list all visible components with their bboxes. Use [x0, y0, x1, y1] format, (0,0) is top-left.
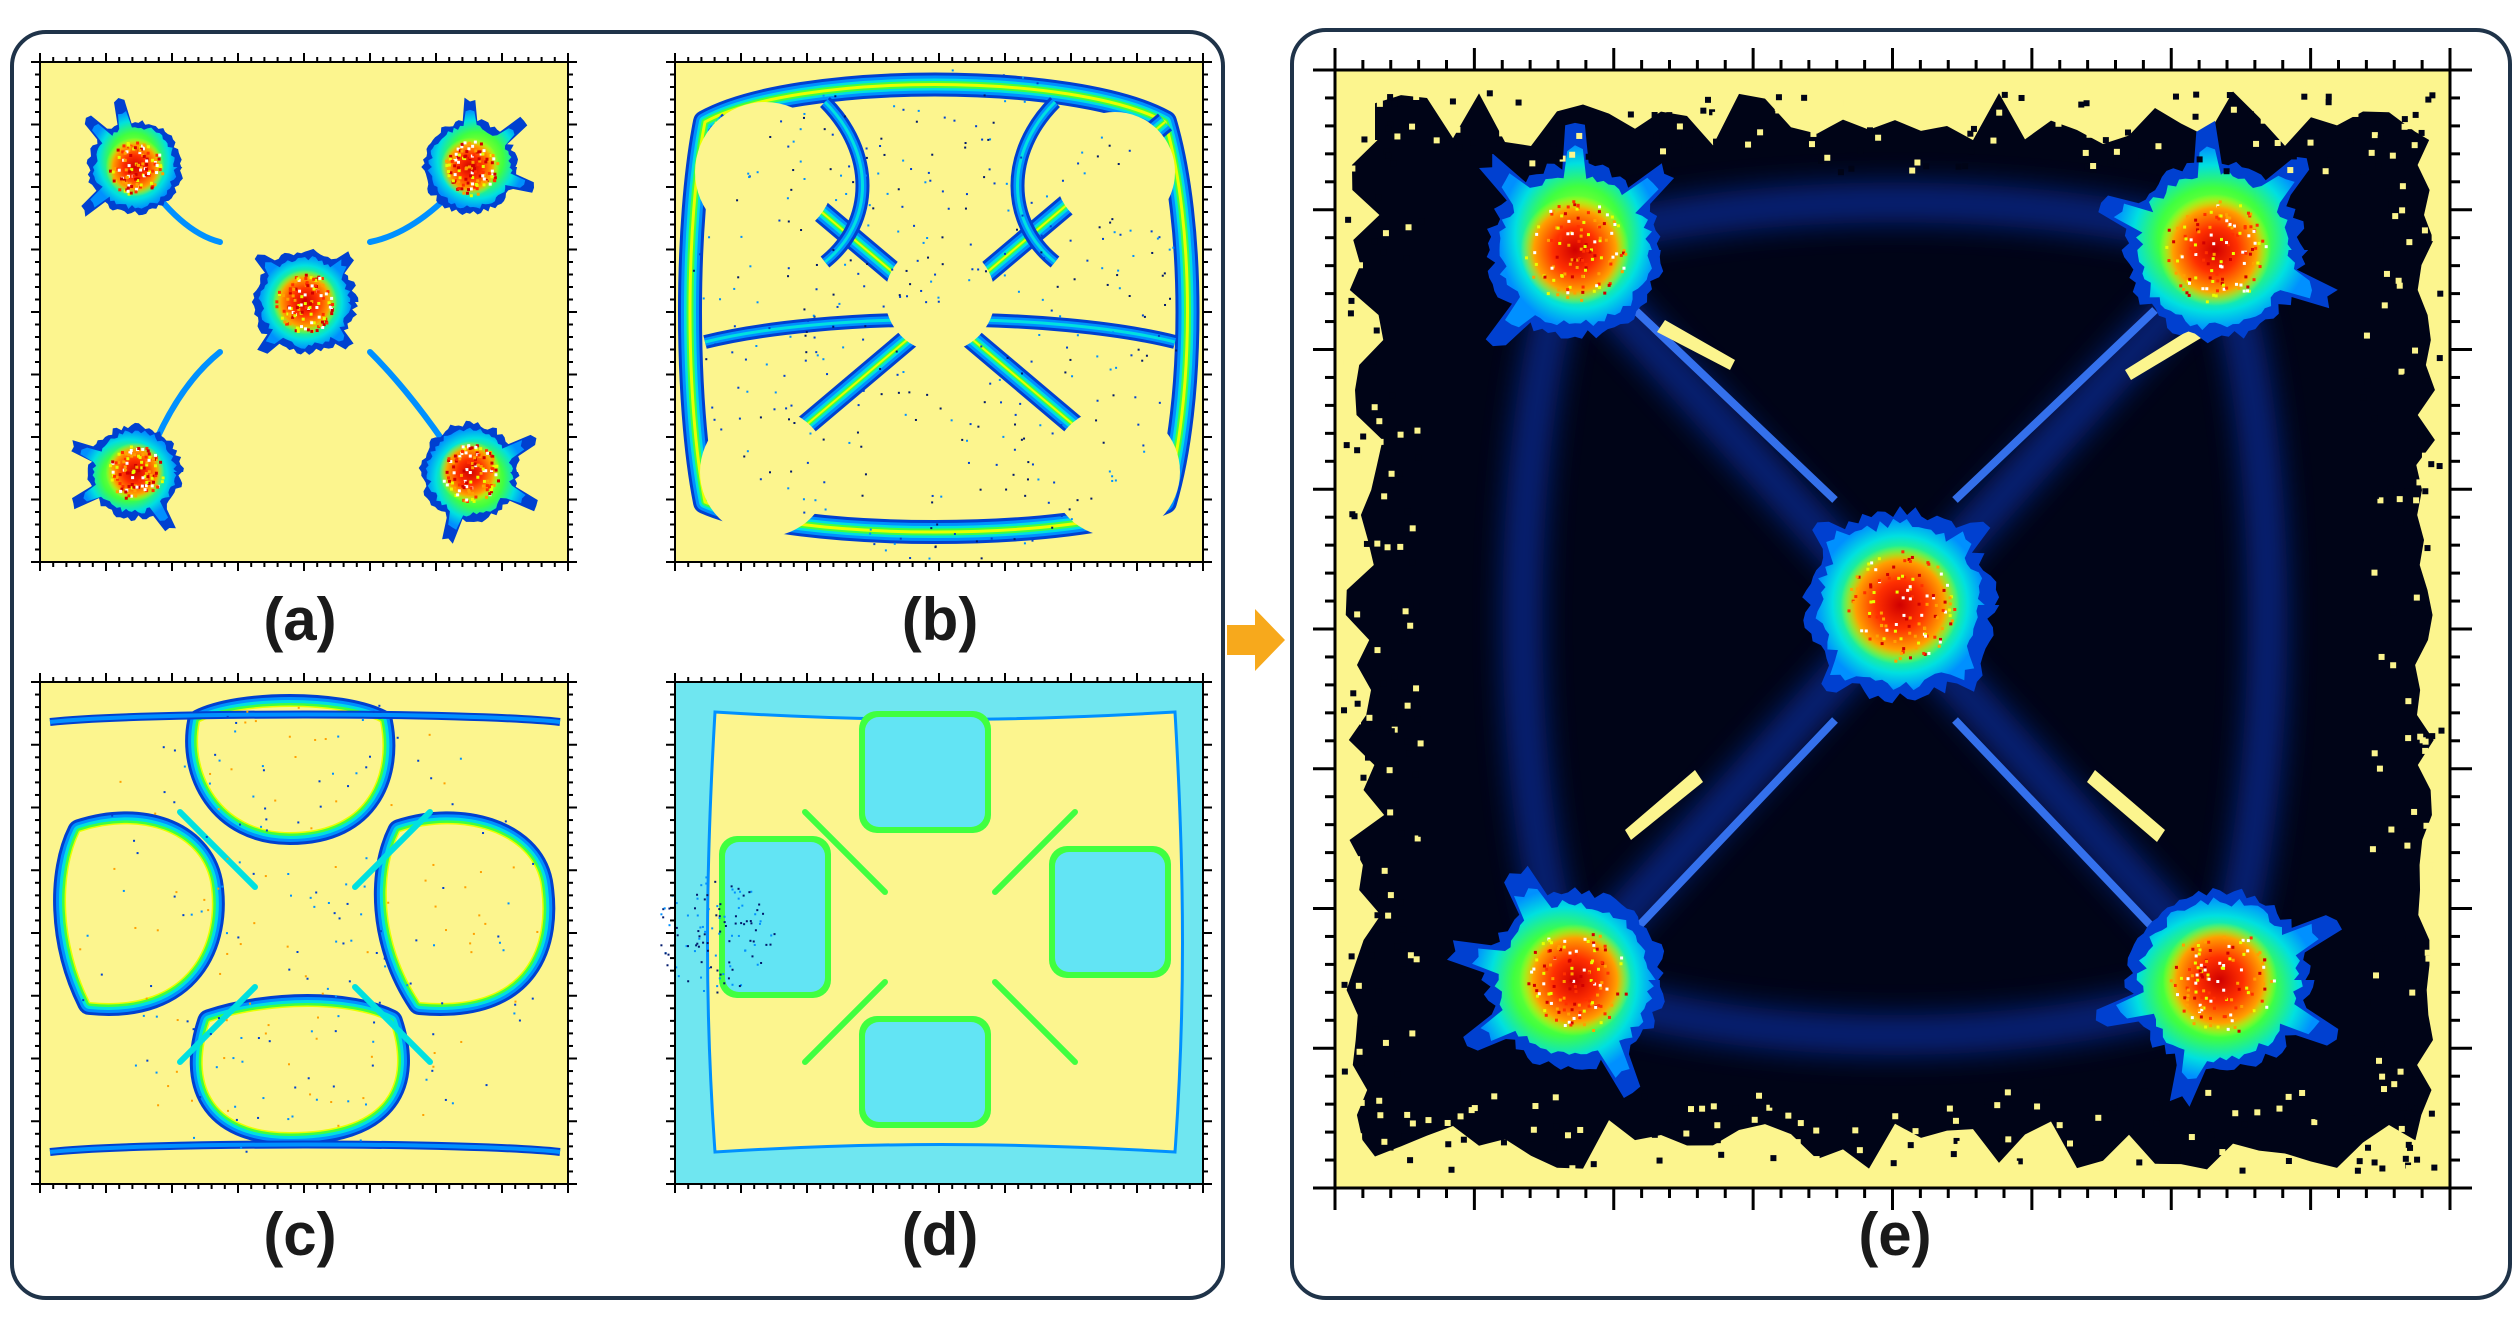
heatmap-e: [1313, 48, 2472, 1210]
right-arrow-icon: [1227, 609, 1285, 671]
panel-label-e: (e): [1858, 1201, 1932, 1268]
heatmap-c: [31, 673, 577, 1193]
panel-label-b: (b): [901, 586, 979, 653]
panel-label-a: (a): [263, 586, 337, 653]
panel-label-c: (c): [263, 1201, 337, 1268]
heatmap-b: [666, 53, 1212, 571]
panel-label-d: (d): [901, 1201, 979, 1268]
heatmap-d: [660, 673, 1212, 1193]
heatmap-a: [31, 53, 577, 571]
